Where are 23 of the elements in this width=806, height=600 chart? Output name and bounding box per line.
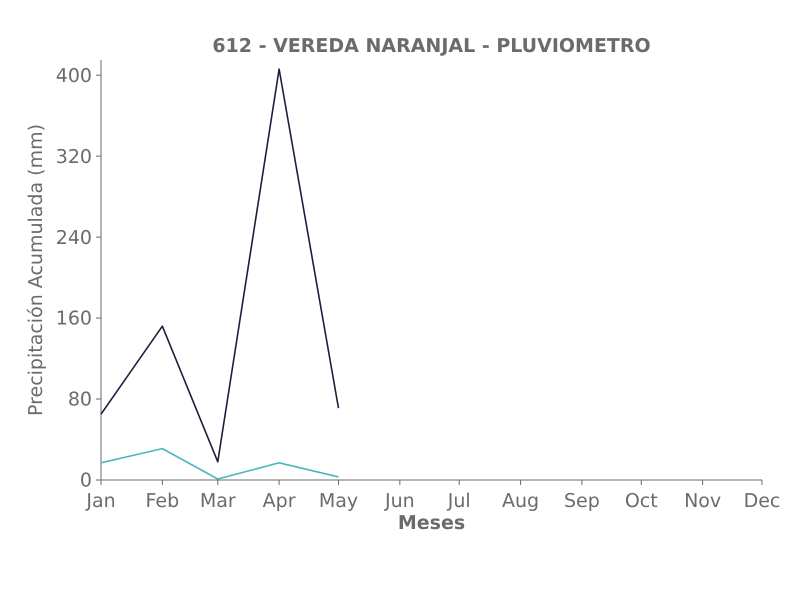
- x-tick-label: Jul: [446, 490, 471, 512]
- x-tick-label: Apr: [262, 490, 296, 512]
- y-tick-label: 160: [56, 308, 92, 330]
- y-tick-label: 240: [56, 226, 92, 249]
- x-tick-label: Jan: [85, 490, 116, 512]
- x-tick-label: Aug: [502, 490, 540, 512]
- y-tick-label: 0: [80, 470, 92, 492]
- x-tick-label: Oct: [624, 490, 658, 512]
- x-tick-label: Nov: [684, 490, 722, 512]
- y-axis-title: Precipitación Acumulada (mm): [25, 124, 47, 416]
- x-tick-label: Feb: [146, 490, 180, 512]
- x-tick-label: May: [318, 490, 358, 512]
- x-tick-label: Mar: [200, 490, 236, 512]
- x-tick-label: Sep: [564, 490, 600, 512]
- line-series: [100, 68, 340, 463]
- y-tick-label: 320: [56, 146, 92, 168]
- x-axis-title: Meses: [398, 512, 466, 534]
- y-tick-label: 80: [68, 388, 92, 411]
- line-series: [100, 448, 340, 480]
- y-tick-label: 400: [56, 64, 92, 87]
- x-tick-label: Jun: [384, 490, 415, 512]
- x-tick-label: Dec: [744, 490, 780, 512]
- chart-title: 612 - VEREDA NARANJAL - PLUVIOMETRO: [212, 35, 651, 57]
